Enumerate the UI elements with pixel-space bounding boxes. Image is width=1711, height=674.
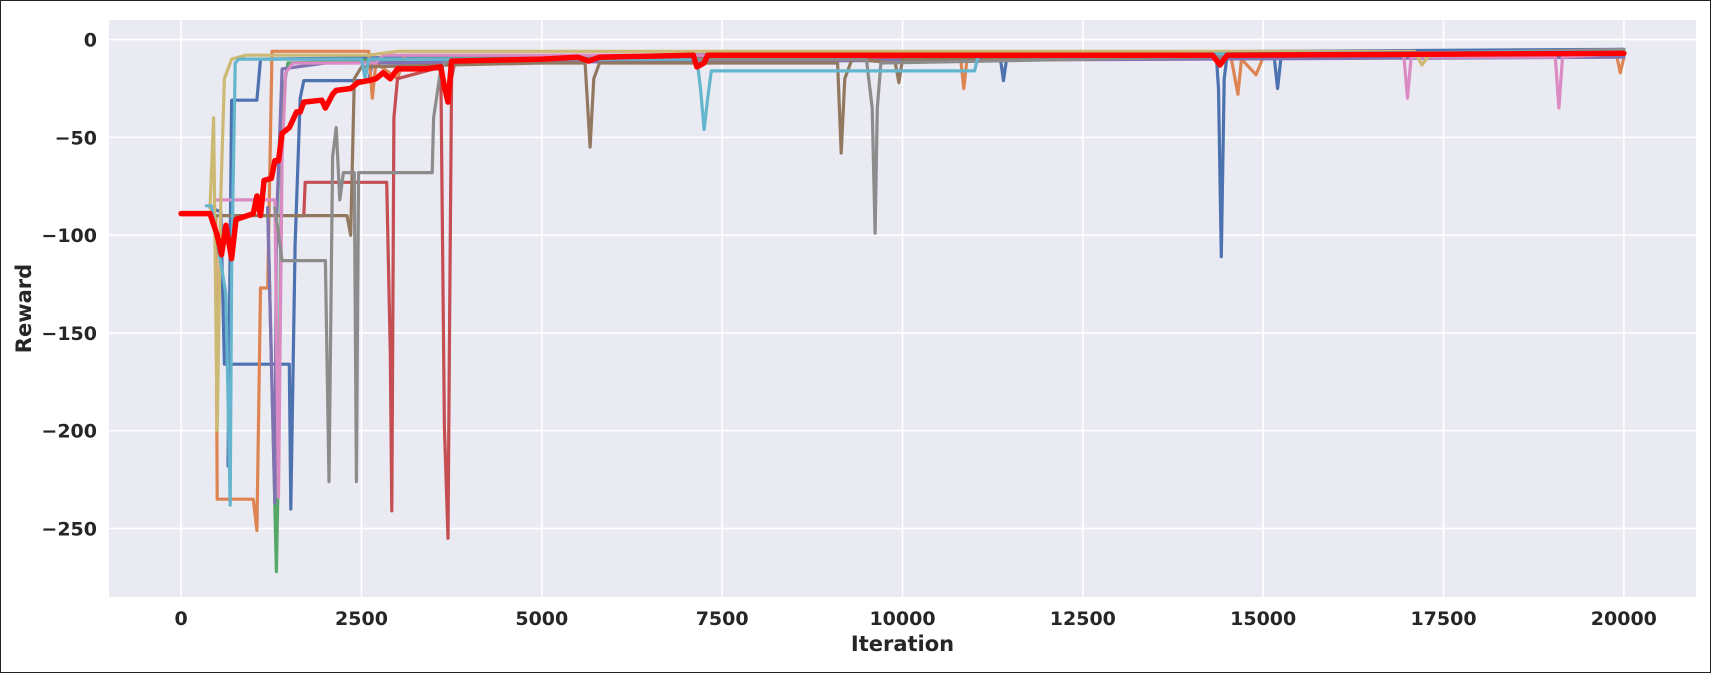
series-line-10 — [204, 49, 1626, 507]
y-tick-label: −150 — [41, 323, 97, 345]
y-axis-label: Reward — [12, 264, 36, 353]
x-tick-label: 0 — [175, 608, 188, 630]
x-tick-label: 20000 — [1591, 608, 1657, 630]
x-tick-label: 7500 — [696, 608, 749, 630]
y-tick-label: −200 — [41, 421, 97, 443]
x-tick-label: 15000 — [1230, 608, 1296, 630]
series-line-4 — [295, 53, 1626, 540]
x-tick-label: 10000 — [869, 608, 935, 630]
y-tick-labels: 0 −50 −100 −150 −200 −250 — [41, 30, 97, 541]
x-tick-label: 17500 — [1410, 608, 1476, 630]
y-tick-label: −250 — [41, 519, 97, 541]
grid-lines — [109, 20, 1696, 597]
series-line-9 — [208, 49, 1626, 433]
x-tick-label: 12500 — [1050, 608, 1116, 630]
y-tick-label: −50 — [55, 127, 97, 149]
x-axis-label: Iteration — [851, 632, 954, 656]
x-tick-label: 2500 — [335, 608, 388, 630]
y-tick-label: 0 — [84, 30, 97, 52]
series-line-8 — [273, 47, 1626, 484]
series-line-6 — [208, 51, 1626, 237]
series-line-7 — [215, 51, 1626, 499]
x-tick-label: 5000 — [515, 608, 568, 630]
x-tick-labels: 0 2500 5000 7500 10000 12500 15000 17500 20000 — [175, 608, 1657, 630]
series-lines — [178, 47, 1627, 574]
series-line-11 — [178, 50, 1627, 262]
y-tick-label: −100 — [41, 225, 97, 247]
